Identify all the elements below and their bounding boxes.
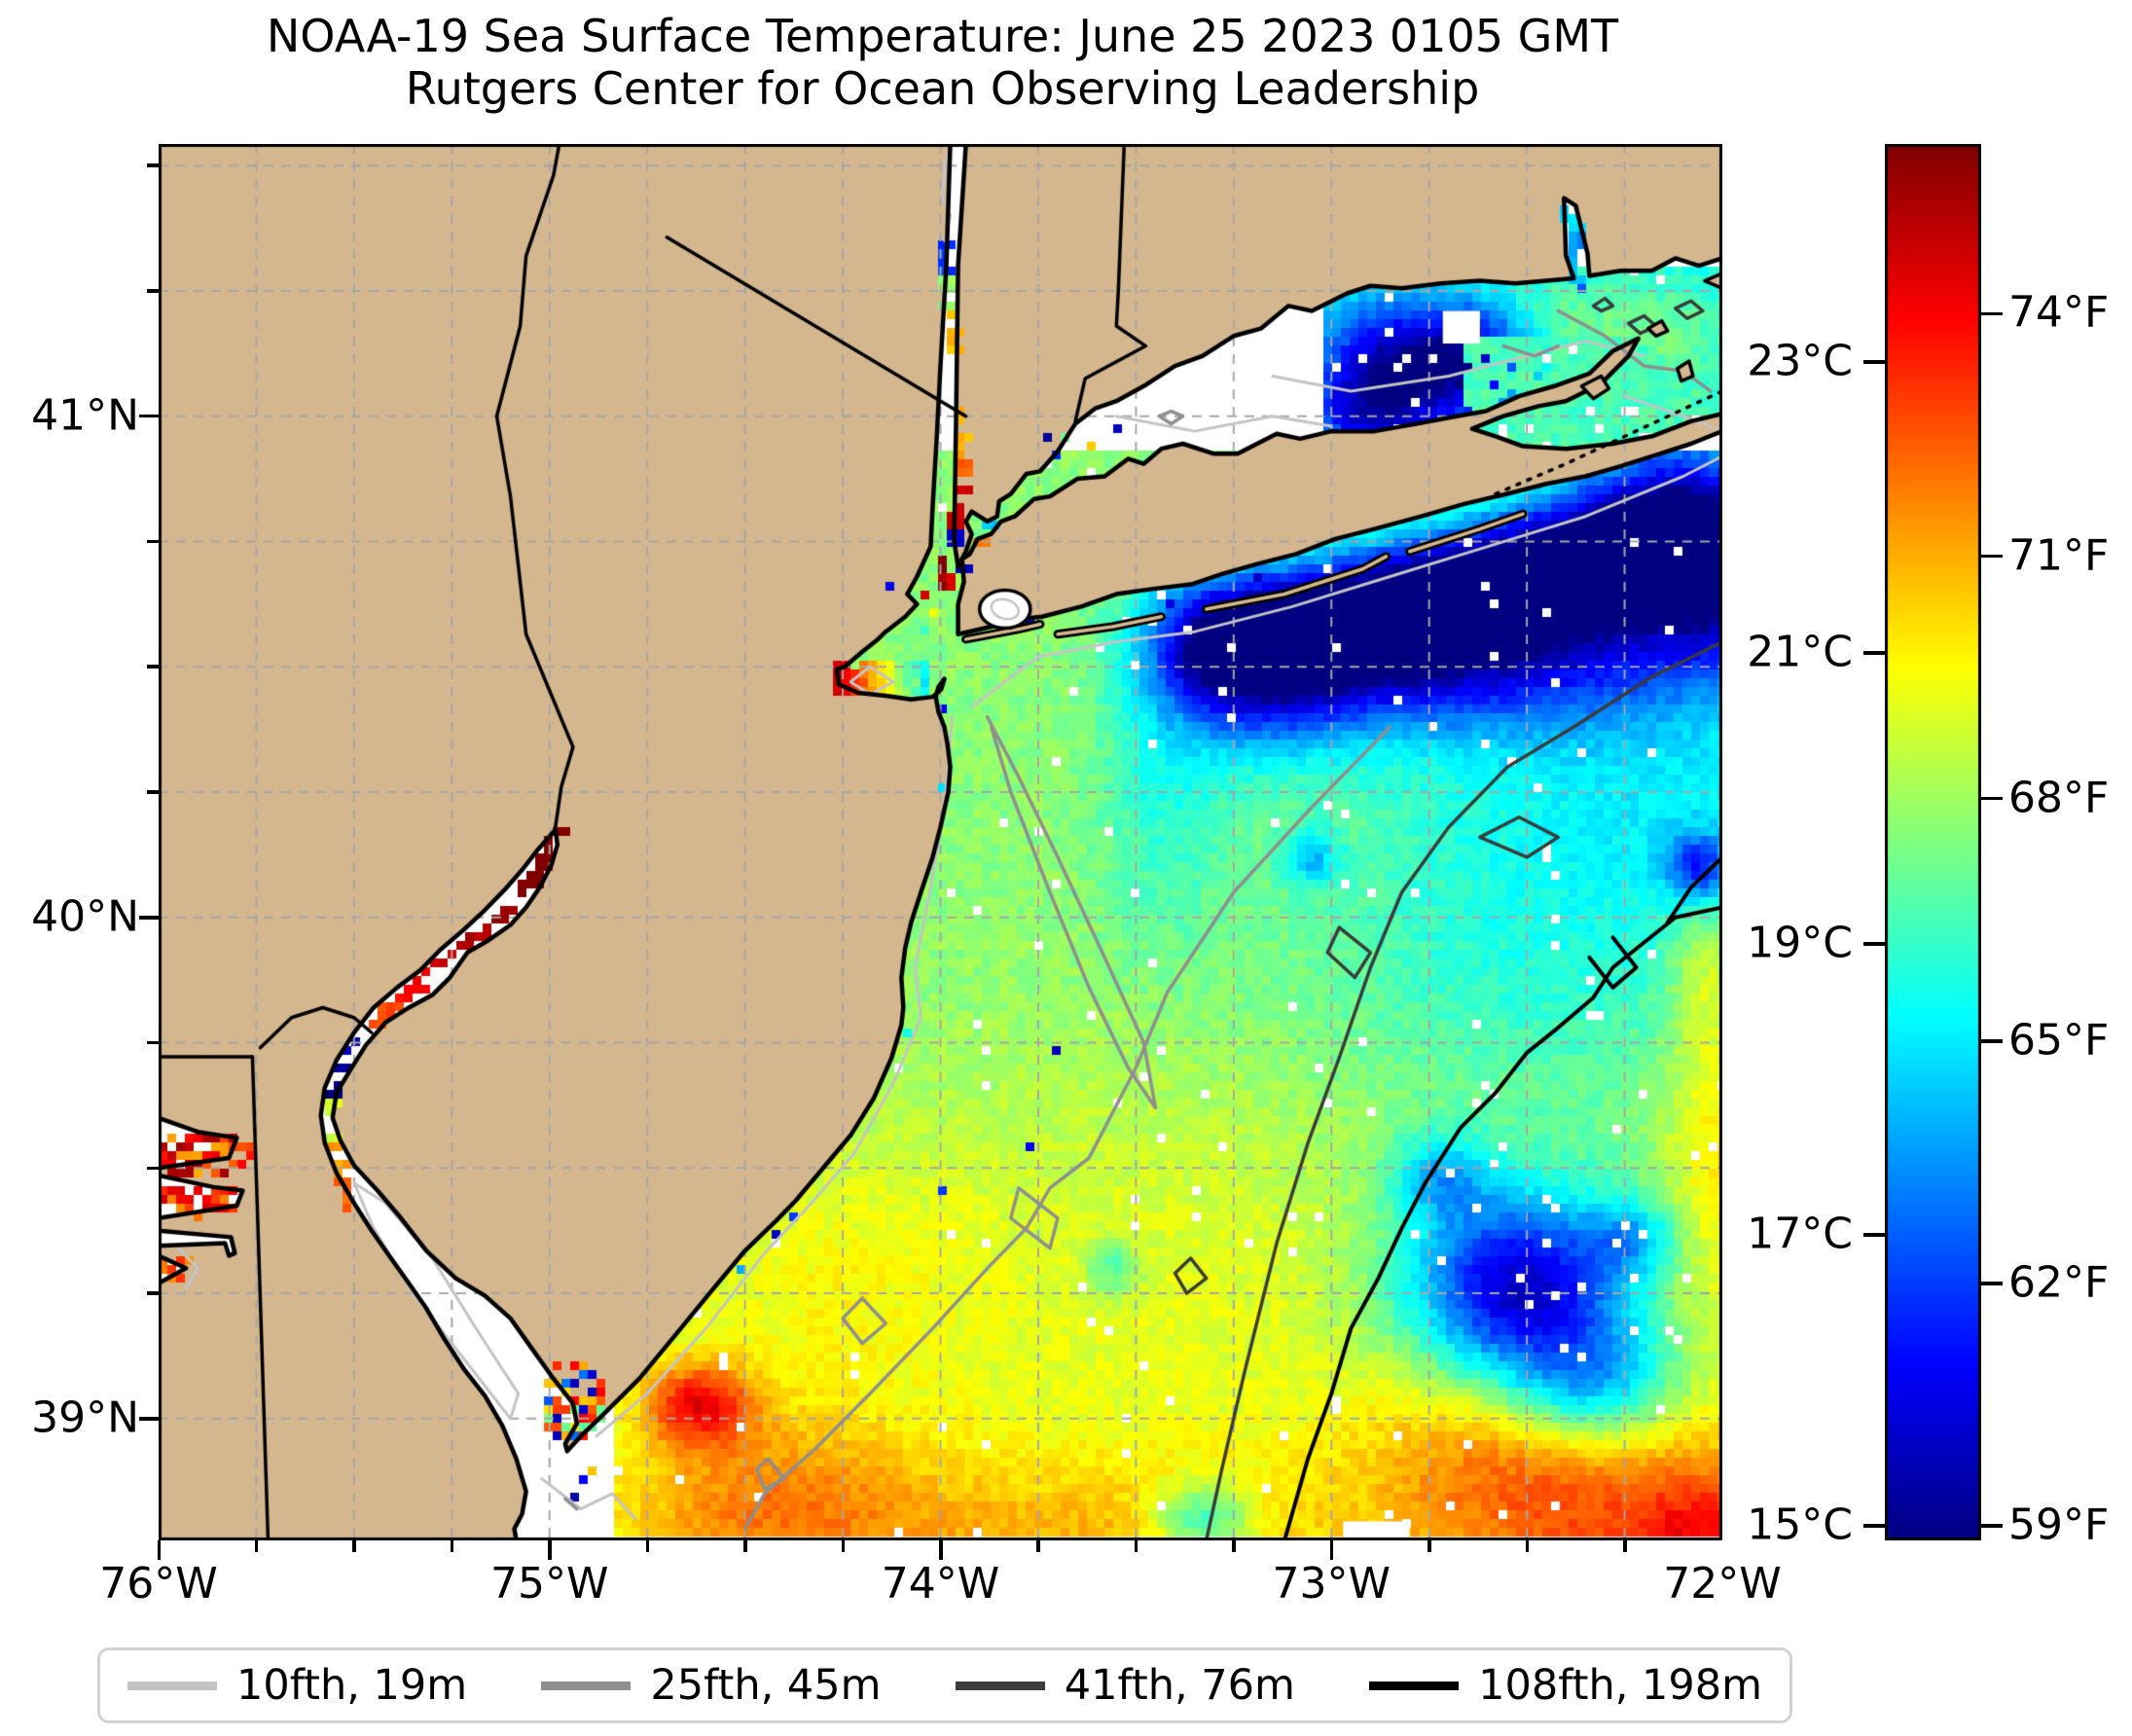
y-tick-label: 41°N [31, 390, 139, 441]
colorbar-c-tick-label: 21°C [1747, 627, 1853, 677]
colorbar-f-tick-mark [1981, 1039, 2003, 1043]
colorbar-f-tick-mark [1981, 1282, 2003, 1285]
y-tick-mark [139, 414, 159, 418]
x-tick-mark [1623, 1540, 1627, 1552]
y-tick-mark [147, 1166, 159, 1171]
legend-label: 108fth, 198m [1478, 1661, 1762, 1710]
legend-label: 41fth, 76m [1064, 1661, 1295, 1710]
legend-label: 10fth, 19m [236, 1661, 468, 1710]
colorbar-f-tick-mark [1981, 311, 2003, 316]
legend-line-swatch [127, 1681, 217, 1690]
y-tick-mark [147, 665, 159, 669]
legend-line-swatch [541, 1681, 632, 1690]
y-tick-label: 40°N [31, 891, 139, 942]
legend-entry-2: 25fth, 45m [541, 1661, 882, 1710]
x-tick-label: 73°W [1272, 1559, 1391, 1609]
y-tick-mark [139, 916, 159, 920]
x-tick-mark [1427, 1540, 1431, 1552]
x-tick-label: 75°W [490, 1559, 609, 1609]
colorbar-f-tick-mark [1981, 1524, 2003, 1528]
colorbar-c-tick-mark [1863, 942, 1885, 946]
x-tick-mark [548, 1540, 552, 1560]
y-tick-mark [147, 790, 159, 794]
x-tick-mark [1036, 1540, 1040, 1552]
colorbar-f-tick-label: 74°F [2008, 287, 2110, 338]
legend-label: 25fth, 45m [650, 1661, 882, 1710]
x-tick-mark [254, 1540, 259, 1552]
x-tick-mark [1134, 1540, 1138, 1552]
x-tick-mark [939, 1540, 943, 1560]
colorbar-c-tick-label: 15°C [1747, 1500, 1853, 1550]
colorbar-c-tick-label: 19°C [1747, 918, 1853, 968]
x-tick-mark [1232, 1540, 1236, 1552]
colorbar-canvas [1885, 144, 1981, 1540]
colorbar-f-tick-mark [1981, 796, 2003, 801]
legend-entry-1: 10fth, 19m [127, 1661, 467, 1710]
y-tick-mark [147, 163, 159, 167]
x-tick-mark [841, 1540, 846, 1552]
colorbar-c-tick-mark [1863, 651, 1885, 655]
legend-entry-4: 108fth, 198m [1369, 1661, 1762, 1710]
legend-entry-3: 41fth, 76m [955, 1661, 1295, 1710]
y-tick-mark [139, 1417, 159, 1421]
x-tick-mark [450, 1540, 454, 1552]
y-tick-mark [147, 539, 159, 544]
colorbar-c-tick-label: 17°C [1747, 1209, 1853, 1259]
title-line-2: Rutgers Center for Ocean Observing Leade… [405, 62, 1480, 116]
x-tick-mark [352, 1540, 356, 1552]
colorbar-c-tick-mark [1863, 360, 1885, 364]
colorbar-f-tick-label: 65°F [2008, 1015, 2110, 1066]
colorbar-f-tick-label: 68°F [2008, 773, 2110, 823]
colorbar-f-tick-label: 62°F [2008, 1257, 2110, 1308]
title-line-1: NOAA-19 Sea Surface Temperature: June 25… [266, 10, 1619, 62]
x-tick-mark [645, 1540, 650, 1552]
x-tick-mark [743, 1540, 747, 1552]
colorbar-f-tick-mark [1981, 554, 2003, 559]
y-tick-label: 39°N [31, 1392, 139, 1443]
x-tick-mark [1525, 1540, 1530, 1552]
y-tick-mark [147, 289, 159, 293]
x-tick-label: 76°W [99, 1559, 218, 1609]
page-title: NOAA-19 Sea Surface Temperature: June 25… [0, 10, 1885, 116]
x-tick-mark [157, 1540, 161, 1560]
colorbar-c-tick-mark [1863, 1524, 1885, 1528]
y-tick-mark [147, 1040, 159, 1045]
legend-line-swatch [1369, 1681, 1460, 1690]
x-tick-mark [1329, 1540, 1334, 1560]
colorbar-f-tick-label: 59°F [2008, 1500, 2110, 1550]
sst-map-canvas [159, 144, 1722, 1540]
colorbar-f-tick-label: 71°F [2008, 529, 2110, 580]
colorbar-c-tick-label: 23°C [1747, 336, 1853, 386]
legend-line-swatch [955, 1681, 1045, 1690]
y-tick-mark [147, 1291, 159, 1295]
bathymetry-legend: 10fth, 19m 25fth, 45m 41fth, 76m 108fth, 19… [97, 1647, 1792, 1723]
x-tick-label: 74°W [881, 1559, 1000, 1609]
colorbar-c-tick-mark [1863, 1233, 1885, 1237]
x-tick-label: 72°W [1663, 1559, 1782, 1609]
